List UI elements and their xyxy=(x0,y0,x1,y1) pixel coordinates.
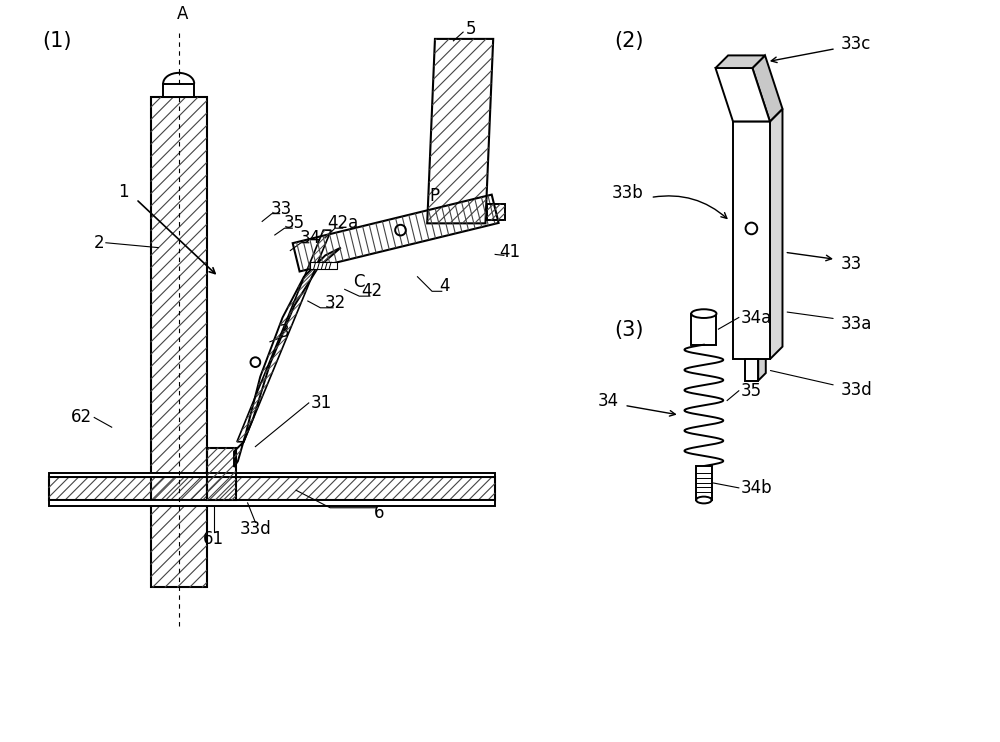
Text: 34: 34 xyxy=(300,229,321,247)
Text: 61: 61 xyxy=(203,530,224,548)
Text: 34a: 34a xyxy=(741,309,772,326)
Text: P: P xyxy=(429,187,440,205)
Polygon shape xyxy=(310,262,337,269)
Polygon shape xyxy=(696,466,712,500)
Text: 35: 35 xyxy=(741,382,762,400)
Text: 33: 33 xyxy=(841,255,862,273)
Ellipse shape xyxy=(691,309,716,318)
Text: C: C xyxy=(353,272,365,291)
Text: 42: 42 xyxy=(361,282,382,301)
Text: (2): (2) xyxy=(615,31,644,51)
Text: 6: 6 xyxy=(373,504,384,522)
Text: 33c: 33c xyxy=(841,35,871,53)
Text: (3): (3) xyxy=(615,321,644,341)
Text: 41: 41 xyxy=(499,243,520,261)
Text: (1): (1) xyxy=(42,31,71,51)
Text: 62: 62 xyxy=(71,409,92,427)
Text: 33d: 33d xyxy=(841,381,872,399)
Ellipse shape xyxy=(696,496,712,503)
Polygon shape xyxy=(733,109,782,122)
Polygon shape xyxy=(163,84,194,97)
Text: A: A xyxy=(177,5,188,23)
Polygon shape xyxy=(49,500,495,506)
Text: 34b: 34b xyxy=(741,479,772,497)
Text: 2: 2 xyxy=(93,234,104,252)
Polygon shape xyxy=(716,56,765,68)
Polygon shape xyxy=(770,109,782,359)
Polygon shape xyxy=(691,314,716,345)
Polygon shape xyxy=(745,359,758,381)
Text: 33a: 33a xyxy=(841,315,872,332)
Text: 34: 34 xyxy=(597,392,618,410)
Polygon shape xyxy=(758,352,766,381)
Text: 33b: 33b xyxy=(612,184,644,202)
Text: 32: 32 xyxy=(324,294,346,312)
Polygon shape xyxy=(733,122,770,359)
Text: 33d: 33d xyxy=(239,520,271,538)
Polygon shape xyxy=(716,68,770,122)
Text: 1: 1 xyxy=(119,183,129,201)
Text: 35: 35 xyxy=(284,214,305,232)
Polygon shape xyxy=(752,56,782,122)
Text: 31: 31 xyxy=(311,394,332,412)
Text: 5: 5 xyxy=(466,20,476,38)
Text: 3: 3 xyxy=(279,323,290,341)
Text: 42a: 42a xyxy=(327,214,358,232)
Text: 33: 33 xyxy=(271,200,292,218)
Polygon shape xyxy=(49,473,495,476)
Text: 4: 4 xyxy=(439,278,450,295)
